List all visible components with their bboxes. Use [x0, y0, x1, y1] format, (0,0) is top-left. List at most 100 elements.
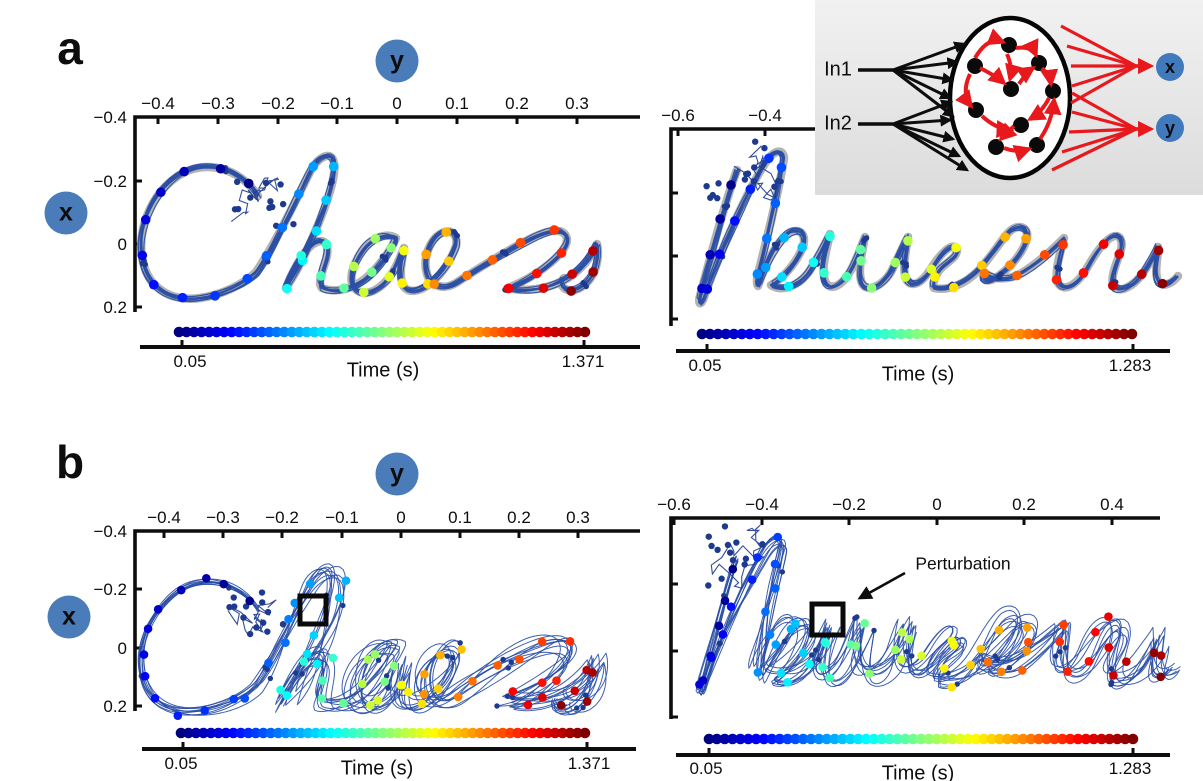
neuron-dot: [1045, 83, 1061, 99]
network-inset: [815, 0, 1203, 195]
time-dot: [299, 657, 309, 666]
colorbar-dot: [1025, 733, 1037, 745]
time-dot: [753, 668, 763, 677]
time-dot: [1104, 612, 1113, 621]
colorbar-dot: [414, 326, 425, 338]
time-dot: [282, 691, 292, 700]
time-dot: [316, 271, 326, 281]
colorbar-dot: [429, 326, 440, 338]
trial-marker: [580, 704, 586, 711]
tick-label: −0.2: [261, 94, 295, 113]
colorbar-dot: [301, 326, 313, 338]
colorbar-dot: [892, 733, 903, 745]
colorbar-dot: [735, 733, 746, 745]
colorbar-dot: [1111, 733, 1123, 745]
colorbar-dot: [1070, 328, 1082, 340]
trial-marker: [771, 241, 778, 248]
colorbar-dot: [324, 326, 335, 338]
start-dot: [240, 614, 247, 621]
input-arrow: [892, 99, 954, 126]
time-colorbar-a-neuron: [676, 328, 1170, 353]
colorbar-dot: [750, 733, 762, 745]
colorbar-dot: [459, 326, 471, 338]
colorbar-dot: [863, 328, 875, 340]
time-dot: [761, 607, 770, 617]
colorbar-dot: [970, 733, 982, 745]
time-dot: [1039, 249, 1050, 260]
trial-marker: [505, 665, 512, 671]
colorbar-dot: [534, 727, 546, 739]
colorbar-dot: [805, 733, 817, 745]
colorbar-dot: [278, 326, 290, 338]
neuron-dot: [1029, 137, 1045, 153]
time-dot: [1122, 657, 1131, 666]
time-end-a-chaos: 1.371: [561, 352, 605, 371]
time-dot: [229, 694, 239, 704]
panel-b-label: b: [55, 436, 85, 488]
time-dot: [764, 153, 774, 164]
time-dot: [531, 268, 542, 279]
start-dot: [751, 164, 758, 171]
time-dot: [939, 664, 949, 673]
time-dot: [770, 559, 780, 569]
time-dot: [897, 628, 907, 637]
input-arrow: [892, 114, 953, 127]
colorbar-dot: [959, 328, 971, 340]
time-dot: [1084, 657, 1094, 666]
trial-marker: [582, 692, 589, 698]
time-dot: [366, 267, 377, 277]
time-dot: [549, 225, 560, 235]
time-dot: [276, 685, 285, 695]
time-dot: [281, 638, 290, 648]
colorbar-dot: [943, 328, 955, 340]
time-dot: [429, 279, 439, 289]
start-dot: [259, 599, 266, 606]
trial-marker: [502, 249, 508, 255]
trial-trace: [143, 567, 609, 716]
time-dot: [468, 676, 477, 686]
time-dot: [150, 693, 160, 703]
time-dot: [311, 226, 322, 236]
colorbar-dot: [467, 727, 479, 739]
colorbar-dot: [1015, 328, 1026, 340]
colorbar-dot: [1017, 733, 1029, 745]
colorbar-dot: [1007, 328, 1018, 340]
colorbar-dot: [991, 328, 1002, 340]
time-dot: [242, 273, 253, 284]
time-dot: [210, 291, 220, 301]
start-dot: [233, 178, 241, 186]
recurrent-arrow: [973, 28, 1007, 60]
trial-marker: [997, 274, 1003, 280]
trajectory-a-chaos: [136, 151, 603, 303]
colorbar-dot: [384, 326, 395, 338]
colorbar-dot: [975, 328, 987, 340]
start-dot: [771, 183, 778, 190]
time-dot: [243, 178, 254, 189]
time-dot: [284, 614, 293, 624]
start-dot: [729, 556, 737, 564]
colorbar-dot: [579, 727, 591, 739]
trial-marker: [909, 653, 915, 659]
time-dot: [1051, 274, 1062, 285]
trial-marker: [1108, 666, 1115, 672]
time-dot: [1156, 672, 1165, 682]
colorbar-dot: [728, 328, 740, 340]
time-dot: [317, 694, 327, 703]
start-dot: [715, 180, 722, 187]
trial-marker: [781, 638, 788, 645]
colorbar-dot: [704, 328, 716, 340]
time-dot: [282, 283, 292, 294]
start-dot: [258, 589, 266, 596]
plot-b-neuron: −0.6 −0.4 −0.2 0 0.2 0.4: [657, 495, 1181, 757]
time-dot: [707, 653, 716, 663]
colorbar-dot: [557, 326, 568, 338]
time-dot: [714, 621, 724, 631]
trial-trace: [695, 544, 1181, 694]
time-dot: [983, 657, 993, 667]
start-dot: [741, 561, 748, 568]
colorbar-dot: [931, 733, 943, 745]
colorbar-dot: [183, 727, 194, 739]
time-dot: [487, 255, 498, 265]
time-dot: [537, 637, 547, 647]
colorbar-dot: [392, 727, 404, 739]
